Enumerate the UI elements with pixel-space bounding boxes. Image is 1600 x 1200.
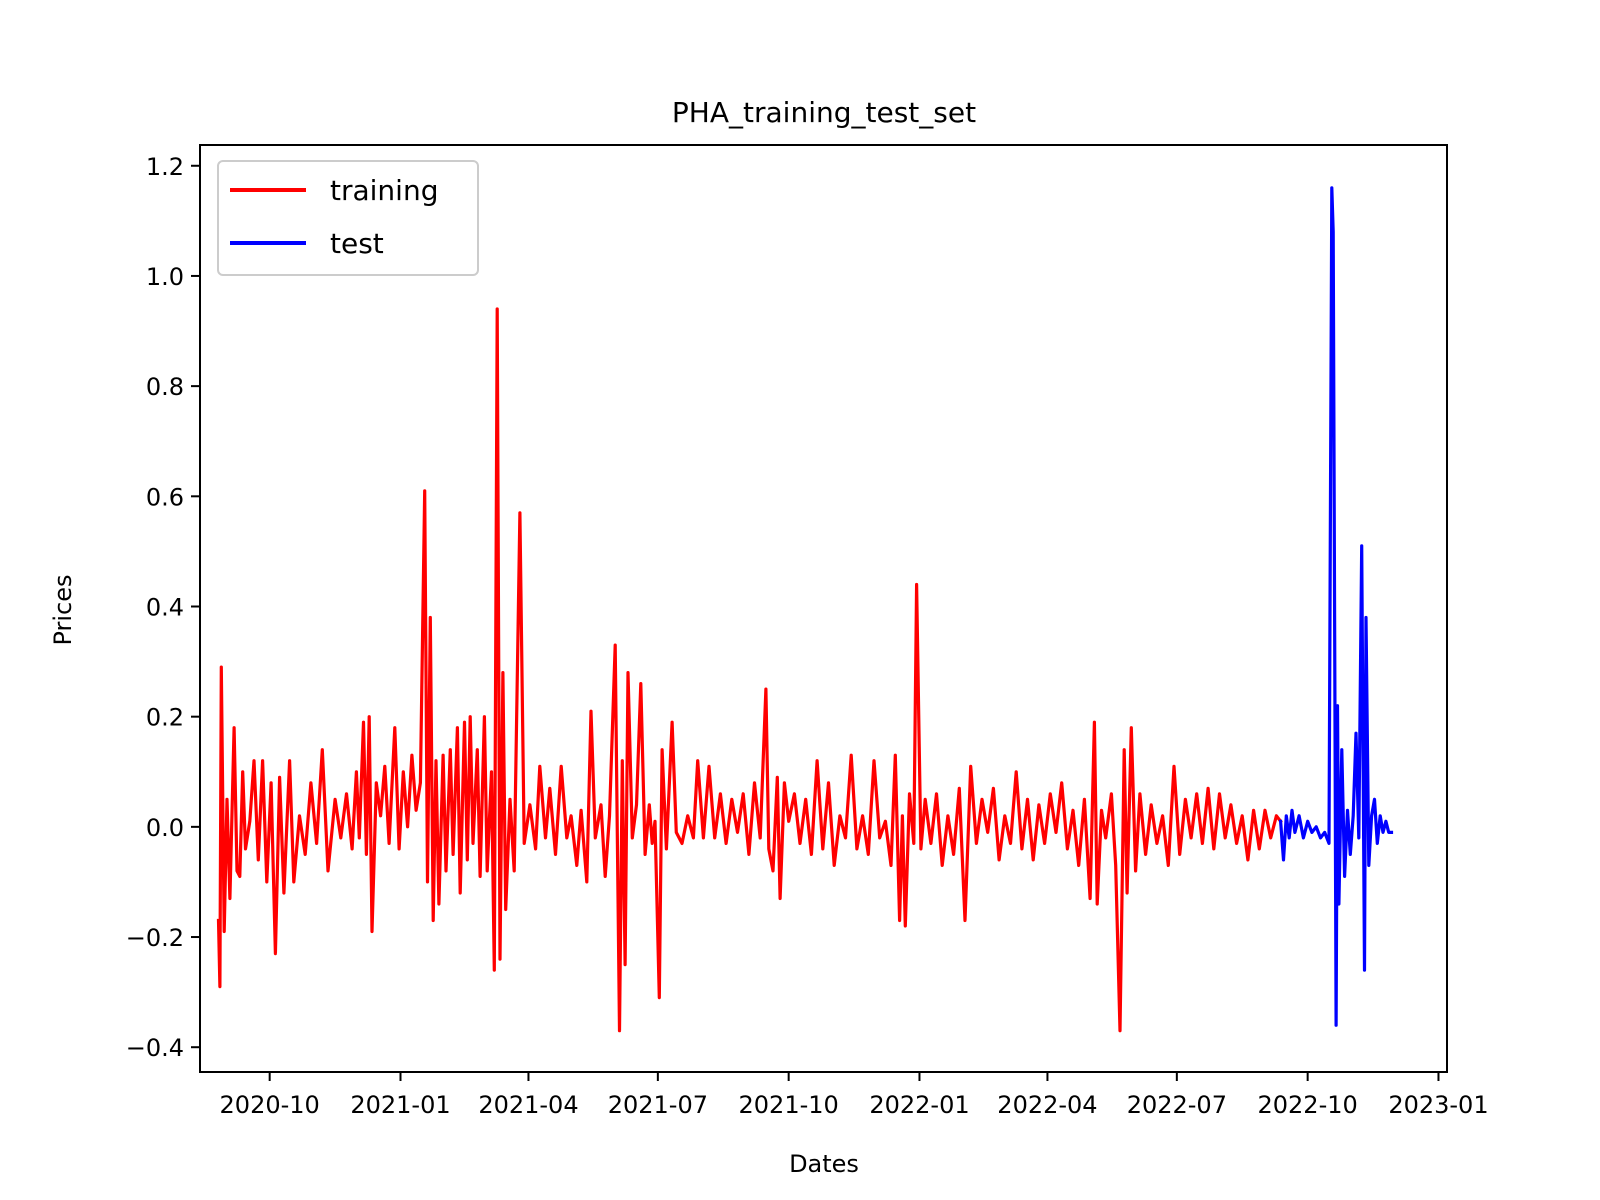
y-tick-label: −0.4 (126, 1034, 184, 1062)
x-tick-label: 2021-10 (739, 1091, 839, 1119)
x-tick-label: 2022-10 (1258, 1091, 1358, 1119)
x-tick-label: 2022-07 (1127, 1091, 1227, 1119)
y-tick-label: 1.0 (146, 263, 184, 291)
x-tick-label: 2020-10 (220, 1091, 320, 1119)
y-tick-label: 0.8 (146, 373, 184, 401)
chart-title: PHA_training_test_set (672, 96, 976, 129)
x-tick-label: 2023-01 (1388, 1091, 1488, 1119)
legend-label-test: test (330, 227, 384, 260)
x-axis-label: Dates (789, 1150, 859, 1178)
series-line-training (216, 307, 1283, 1033)
y-tick-label: 0.0 (146, 814, 184, 842)
legend: training test (217, 160, 479, 276)
y-tick-label: 0.6 (146, 483, 184, 511)
x-tick-label: 2021-01 (350, 1091, 450, 1119)
y-tick-label: −0.2 (126, 924, 184, 952)
x-tick-label: 2022-04 (997, 1091, 1097, 1119)
y-tick-label: 1.2 (146, 153, 184, 181)
series-line-test (1278, 186, 1394, 1027)
x-tick-label: 2021-04 (478, 1091, 578, 1119)
legend-label-training: training (330, 174, 438, 207)
y-axis-label: Prices (49, 574, 77, 645)
y-axis: −0.4 −0.2 0.0 0.2 0.4 0.6 0.8 1.0 1.2 (126, 153, 200, 1062)
x-axis: 2020-10 2021-01 2021-04 2021-07 2021-10 2022-… (220, 1072, 1489, 1119)
plot-area (216, 186, 1394, 1033)
y-tick-label: 0.4 (146, 593, 184, 621)
y-tick-label: 0.2 (146, 704, 184, 732)
axes-frame (199, 144, 1448, 1073)
x-tick-label: 2022-01 (869, 1091, 969, 1119)
x-tick-label: 2021-07 (608, 1091, 708, 1119)
